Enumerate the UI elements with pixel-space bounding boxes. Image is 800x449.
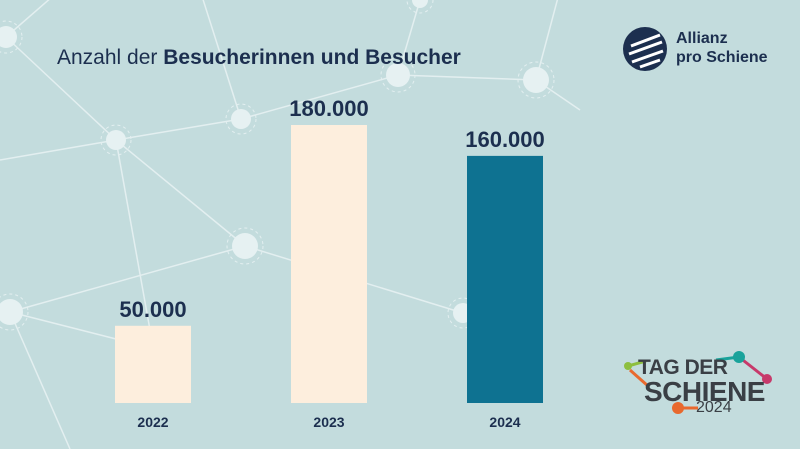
network-node <box>232 233 258 259</box>
network-node <box>106 130 126 150</box>
network-node <box>386 63 410 87</box>
chart-title: Anzahl der Besucherinnen und Besucher <box>57 46 461 70</box>
network-node-ring <box>100 124 132 156</box>
tag-der-schiene-line2: SCHIENE <box>644 376 765 407</box>
chart-title-bold: Besucherinnen und Besucher <box>163 46 461 69</box>
network-edge <box>397 74 537 81</box>
network-node <box>0 26 17 48</box>
network-node <box>523 67 549 93</box>
network-edge <box>5 0 50 38</box>
network-node <box>231 109 251 129</box>
network-edge <box>202 0 242 120</box>
tag-der-schiene-year: 2024 <box>696 399 732 416</box>
network-edge <box>0 139 117 161</box>
value-label-2024: 160.000 <box>465 127 545 152</box>
chart-title-regular: Anzahl der <box>57 46 158 69</box>
network-node-ring <box>226 227 264 265</box>
allianz-logo-line1: Allianz <box>676 30 728 47</box>
allianz-pro-schiene-logo: Allianz pro Schiene <box>622 26 787 76</box>
bar-2023 <box>291 125 367 403</box>
allianz-logo-line2: pro Schiene <box>676 49 768 66</box>
network-edge <box>240 74 399 120</box>
network-edge <box>9 311 71 449</box>
value-label-2022: 50.000 <box>119 297 186 322</box>
network-node-ring <box>0 293 29 331</box>
network-node <box>0 299 23 325</box>
network-edge <box>115 118 242 141</box>
x-tick-label-2022: 2022 <box>137 414 168 430</box>
network-edge <box>5 36 117 141</box>
network-edge <box>115 139 151 331</box>
bar-2022 <box>115 325 191 403</box>
network-node-ring <box>0 20 23 54</box>
tag-der-schiene-network-icon <box>624 351 772 414</box>
value-label-2023: 180.000 <box>289 96 369 121</box>
network-node-ring <box>406 0 434 14</box>
network-edge <box>535 0 559 81</box>
allianz-train-icon <box>623 27 667 71</box>
network-edge <box>115 139 246 247</box>
network-node-ring <box>517 61 555 99</box>
bar-2024 <box>467 155 543 403</box>
x-tick-label-2023: 2023 <box>313 414 344 430</box>
network-node-ring <box>225 103 257 135</box>
network-node <box>412 0 428 8</box>
network-edge <box>9 245 246 313</box>
x-tick-label-2024: 2024 <box>489 414 520 430</box>
tag-der-schiene-logo: TAG DER SCHIENE 2024 <box>618 348 778 420</box>
network-edge <box>9 311 121 341</box>
tag-der-schiene-line1: TAG DER <box>638 356 728 379</box>
network-node-ring <box>380 57 416 93</box>
